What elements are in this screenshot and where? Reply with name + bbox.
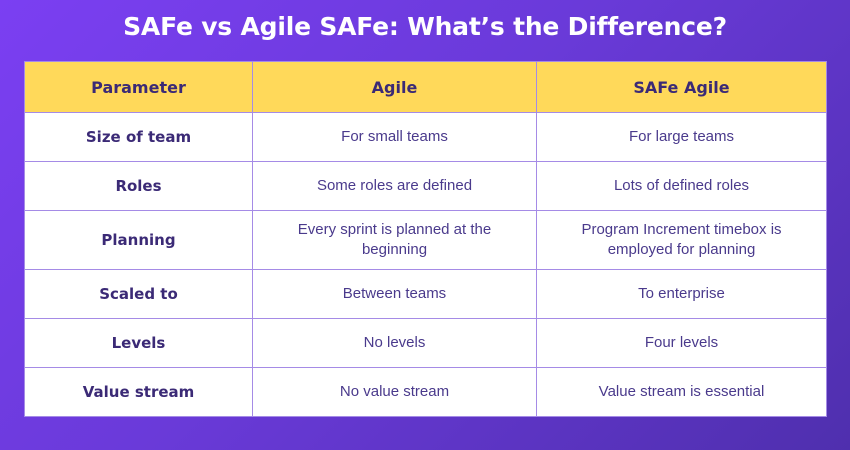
parameter-cell: Levels — [24, 318, 253, 368]
agile-cell: Between teams — [252, 269, 537, 319]
agile-cell: Some roles are defined — [252, 161, 537, 211]
agile-cell: No levels — [252, 318, 537, 368]
table-row: Levels No levels Four levels — [24, 318, 827, 368]
safe-agile-cell: For large teams — [536, 112, 827, 162]
safe-agile-cell: Lots of defined roles — [536, 161, 827, 211]
header-safe-agile: SAFe Agile — [536, 61, 827, 113]
parameter-cell: Scaled to — [24, 269, 253, 319]
agile-cell: Every sprint is planned at the beginning — [252, 210, 537, 270]
parameter-cell: Roles — [24, 161, 253, 211]
table-row: Scaled to Between teams To enterprise — [24, 269, 827, 319]
table-row: Value stream No value stream Value strea… — [24, 367, 827, 417]
table-row: Size of team For small teams For large t… — [24, 112, 827, 162]
comparison-table: Parameter Agile SAFe Agile Size of team … — [24, 61, 827, 417]
safe-agile-cell: To enterprise — [536, 269, 827, 319]
agile-cell: For small teams — [252, 112, 537, 162]
safe-agile-cell: Value stream is essential — [536, 367, 827, 417]
safe-agile-cell: Four levels — [536, 318, 827, 368]
header-agile: Agile — [252, 61, 537, 113]
page-title: SAFe vs Agile SAFe: What’s the Differenc… — [123, 12, 727, 41]
parameter-cell: Value stream — [24, 367, 253, 417]
table-header-row: Parameter Agile SAFe Agile — [24, 61, 827, 113]
parameter-cell: Planning — [24, 210, 253, 270]
table-row: Planning Every sprint is planned at the … — [24, 210, 827, 270]
parameter-cell: Size of team — [24, 112, 253, 162]
safe-agile-cell: Program Increment timebox is employed fo… — [536, 210, 827, 270]
header-parameter: Parameter — [24, 61, 253, 113]
table-row: Roles Some roles are defined Lots of def… — [24, 161, 827, 211]
agile-cell: No value stream — [252, 367, 537, 417]
